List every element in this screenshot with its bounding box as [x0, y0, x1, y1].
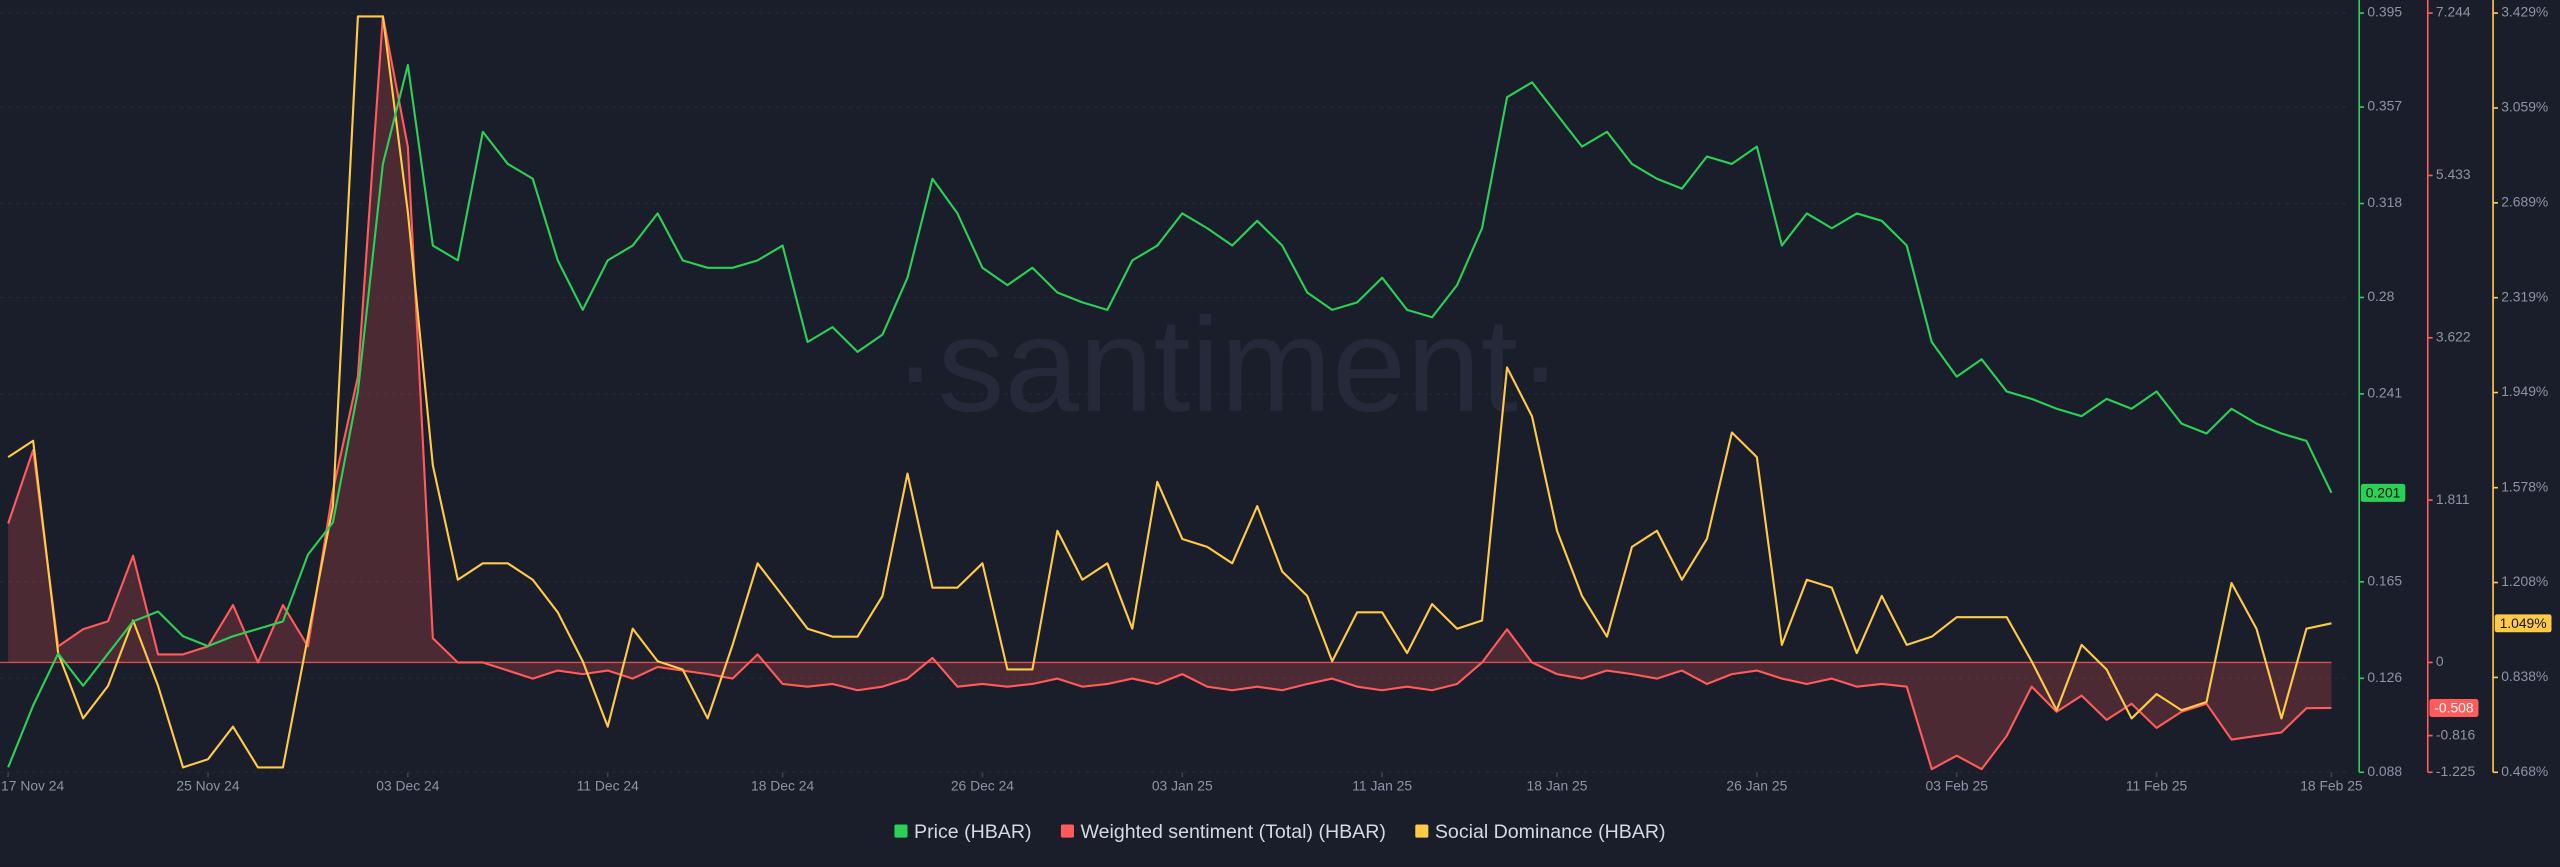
- y-tick-label: 5.433: [2436, 166, 2471, 182]
- y-tick-label: 3.622: [2436, 328, 2471, 344]
- y-tick-label: 1.208%: [2501, 573, 2548, 589]
- y-tick-label: 1.811: [2436, 491, 2470, 507]
- x-tick-label: 25 Nov 24: [176, 778, 239, 794]
- legend: Price (HBAR) Weighted sentiment (Total) (…: [894, 821, 1666, 843]
- sentiment-area: [8, 16, 2332, 770]
- y-tick-label: 3.429%: [2501, 4, 2548, 20]
- watermark: ·santiment·: [893, 291, 1563, 440]
- last-value-badge: 1.049%: [2494, 614, 2552, 633]
- series-line: [7, 15, 2332, 771]
- y-tick-label: 0.165: [2367, 573, 2402, 589]
- y-tick-label: 1.949%: [2501, 383, 2548, 399]
- y-tick-label: 0.241: [2367, 385, 2402, 401]
- y-tick-label: 7.244: [2436, 4, 2471, 20]
- badge-label: 0.201: [2366, 484, 2401, 500]
- badge-box: [2429, 699, 2479, 717]
- legend-label: Price (HBAR): [914, 821, 1031, 843]
- badge-label: -0.508: [2434, 699, 2474, 715]
- y-tick-label: -0.816: [2436, 726, 2476, 742]
- y-tick-label: 0.395: [2367, 4, 2402, 20]
- y-tick-label: 1.578%: [2501, 478, 2548, 494]
- x-tick-label: 03 Feb 25: [1925, 778, 1988, 794]
- series-line: [7, 63, 2333, 768]
- x-tick-label: 11 Dec 24: [577, 778, 639, 794]
- legend-label: Social Dominance (HBAR): [1435, 821, 1666, 843]
- x-tick-label: 03 Jan 25: [1152, 778, 1213, 794]
- y-tick-label: 2.689%: [2501, 193, 2548, 209]
- legend-label: Weighted sentiment (Total) (HBAR): [1081, 821, 1386, 843]
- y-tick-label: 0.126: [2367, 669, 2402, 685]
- legend-swatch: [1415, 824, 1429, 838]
- x-tick-label: 11 Feb 25: [2126, 778, 2188, 794]
- y-tick-label: 0.357: [2367, 98, 2402, 114]
- last-value-badge: 0.201: [2360, 483, 2406, 502]
- x-tick-label: 26 Dec 24: [951, 778, 1014, 794]
- x-tick-label: 03 Dec 24: [376, 778, 439, 794]
- y-tick-label: -1.225: [2436, 763, 2476, 779]
- badge-box: [2360, 483, 2406, 502]
- y-tick-label: 0.468%: [2501, 763, 2548, 779]
- y-tick-label: 0.838%: [2501, 668, 2548, 684]
- y-tick-label: 3.059%: [2501, 99, 2548, 115]
- last-value-badge: -0.508: [2429, 699, 2479, 717]
- x-tick-label: 18 Jan 25: [1527, 778, 1588, 794]
- badge-label: 1.049%: [2500, 615, 2547, 631]
- y-tick-label: 0: [2436, 653, 2444, 669]
- y-tick-label: 0.28: [2367, 288, 2394, 304]
- x-tick-label: 17 Nov 24: [1, 778, 64, 794]
- y-tick-label: 0.088: [2367, 763, 2402, 779]
- badge-box: [2494, 614, 2552, 633]
- x-tick-label: 18 Dec 24: [751, 778, 814, 794]
- y-tick-label: 0.318: [2367, 194, 2402, 210]
- legend-swatch: [1060, 824, 1074, 838]
- x-tick-label: 11 Jan 25: [1352, 778, 1412, 794]
- x-tick-label: 26 Jan 25: [1726, 778, 1787, 794]
- legend-swatch: [894, 824, 908, 838]
- y-tick-label: 2.319%: [2501, 288, 2548, 304]
- x-tick-label: 18 Feb 25: [2300, 778, 2363, 794]
